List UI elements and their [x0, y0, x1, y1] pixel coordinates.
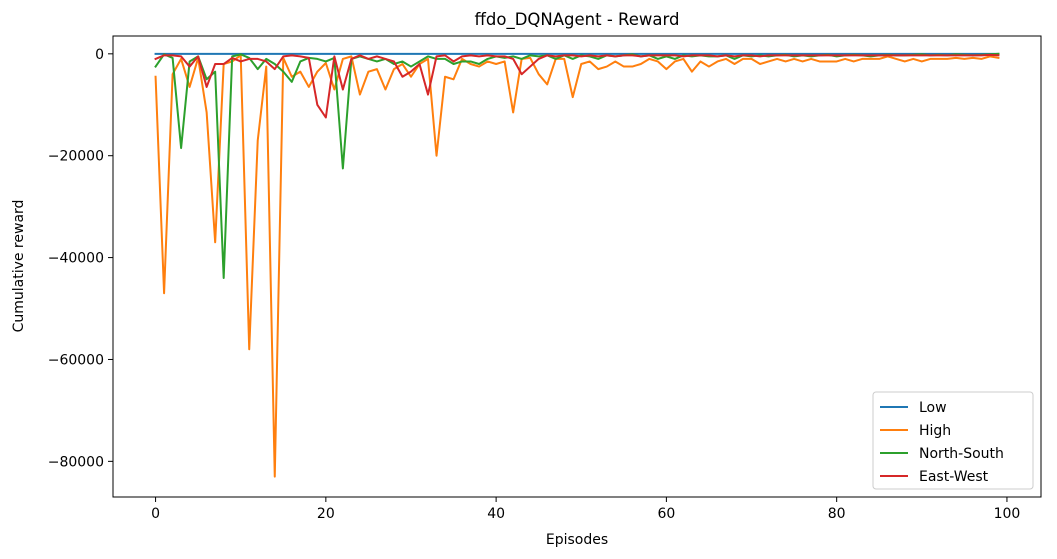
legend: Low High North-South East-West: [872, 391, 1034, 490]
x-tick-label: 100: [994, 506, 1021, 522]
legend-label-high: High: [919, 423, 951, 439]
x-axis-ticks: 0 20 40 60 80 100: [151, 497, 1020, 522]
series-layer: [154, 52, 1000, 478]
y-tick-label: −40000: [48, 251, 104, 267]
x-tick-label: 0: [151, 506, 160, 522]
x-tick-label: 60: [657, 506, 675, 522]
chart-title: ffdo_DQNAgent - Reward: [475, 10, 680, 30]
x-tick-label: 40: [487, 506, 505, 522]
legend-label-east-west: East-West: [919, 469, 989, 485]
x-axis-title: Episodes: [546, 532, 608, 548]
y-tick-label: −80000: [48, 454, 104, 470]
x-tick-label: 20: [317, 506, 335, 522]
legend-box: [872, 391, 1034, 490]
legend-label-low: Low: [919, 400, 947, 416]
legend-label-north-south: North-South: [919, 446, 1004, 462]
y-tick-label: −20000: [48, 149, 104, 165]
y-tick-label: −60000: [48, 352, 104, 368]
y-axis-ticks: 0 −20000 −40000 −60000 −80000: [48, 47, 113, 470]
y-axis-title: Cumulative reward: [11, 200, 27, 333]
plot-area-frame: [112, 35, 1042, 498]
y-tick-label: 0: [95, 47, 104, 63]
x-tick-label: 80: [828, 506, 846, 522]
series-line-east-west: [154, 53, 1000, 119]
